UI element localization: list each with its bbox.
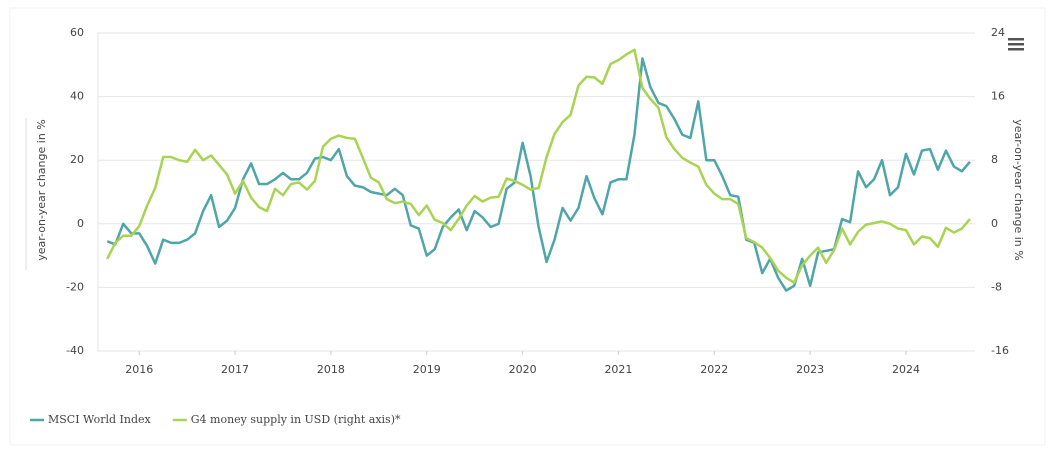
y2-tick-label: 8 bbox=[991, 153, 998, 166]
x-tick-label: 2019 bbox=[413, 363, 441, 376]
legend-label: MSCI World Index bbox=[48, 413, 152, 426]
x-tick-label: 2017 bbox=[221, 363, 249, 376]
y-tick-label: 40 bbox=[70, 90, 84, 103]
y-tick-label: 60 bbox=[70, 26, 84, 39]
y2-tick-label: -8 bbox=[991, 280, 1002, 293]
legend-label: G4 money supply in USD (right axis)* bbox=[191, 413, 401, 426]
y2-tick-label: 16 bbox=[991, 90, 1005, 103]
y-axis-title: year-on-year change in % bbox=[35, 119, 48, 260]
menu-bar bbox=[1008, 48, 1024, 51]
y2-axis-title: year-on-year change in % bbox=[1012, 119, 1025, 260]
y-tick-label: 20 bbox=[70, 153, 84, 166]
y2-tick-label: -16 bbox=[991, 344, 1009, 357]
chart-frame bbox=[9, 7, 1046, 446]
series-line bbox=[106, 48, 971, 284]
menu-bar bbox=[1008, 43, 1024, 46]
x-tick-label: 2016 bbox=[125, 363, 153, 376]
series-line bbox=[106, 57, 971, 292]
x-tick-label: 2021 bbox=[604, 363, 632, 376]
x-tick-label: 2024 bbox=[892, 363, 920, 376]
y-tick-label: -20 bbox=[66, 280, 84, 293]
x-tick-label: 2022 bbox=[700, 363, 728, 376]
y2-tick-label: 0 bbox=[991, 217, 998, 230]
x-tick-label: 2018 bbox=[317, 363, 345, 376]
menu-button[interactable] bbox=[1008, 38, 1024, 51]
x-tick-label: 2020 bbox=[509, 363, 537, 376]
menu-bar bbox=[1008, 38, 1024, 41]
x-tick-label: 2023 bbox=[796, 363, 824, 376]
y-tick-label: -40 bbox=[66, 344, 84, 357]
y-tick-label: 0 bbox=[77, 217, 84, 230]
y2-tick-label: 24 bbox=[991, 26, 1005, 39]
